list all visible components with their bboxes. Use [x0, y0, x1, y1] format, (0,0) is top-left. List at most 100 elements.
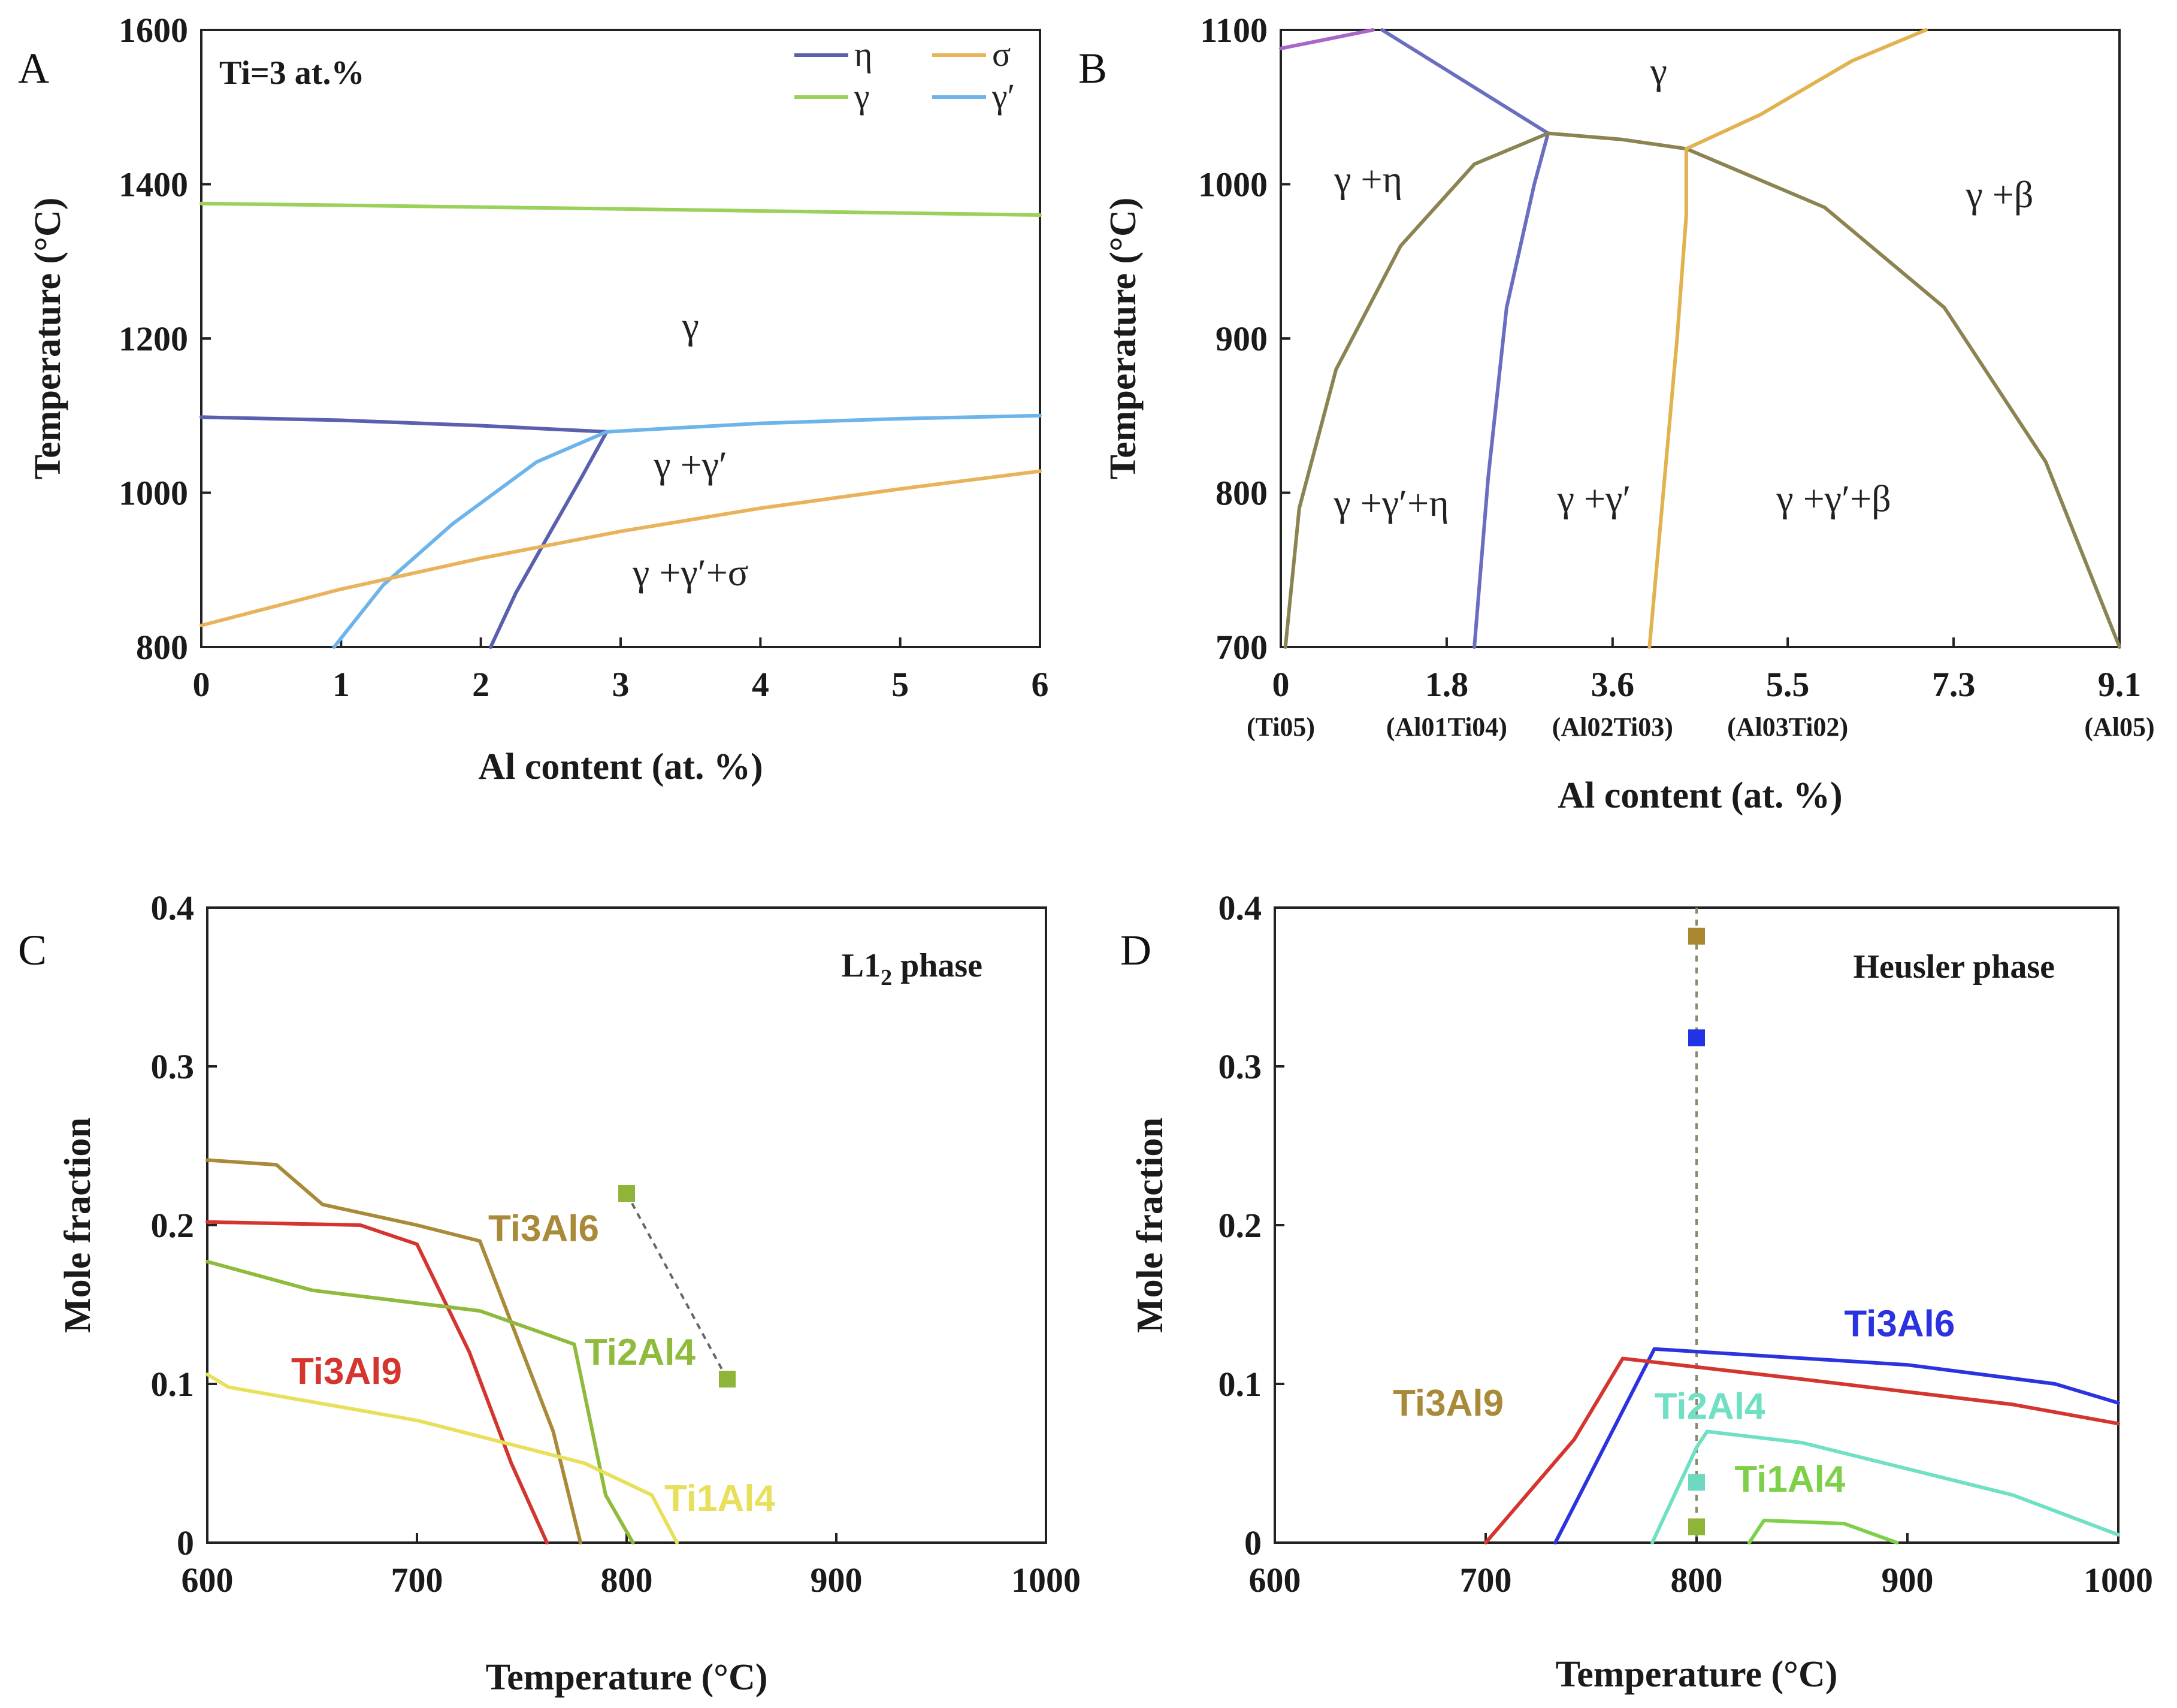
phase-region-label-a: γ +γ′+σ	[632, 551, 748, 594]
panel-label-d: D	[1120, 926, 1151, 974]
series-top-boundary-line-b	[1546, 131, 1688, 151]
y-tick-label-b: 900	[1216, 319, 1268, 358]
panel-a: A 0 1 2 3 4 5 6 800 1000 1200 1400 1600 γ γ +γ′ γ +γ′…	[18, 11, 1049, 787]
y-tick-label-c: 0.3	[151, 1047, 195, 1086]
composition-note: Ti=3 at.%	[219, 55, 364, 92]
data-marker-d	[1688, 1518, 1705, 1535]
series-label-ti3al6-c: Ti3Al6	[488, 1208, 599, 1250]
y-axis-title-d: Mole fraction	[1130, 1117, 1171, 1333]
y-tick-label-d: 0.1	[1218, 1365, 1262, 1404]
x-tick-label-a: 4	[752, 665, 769, 704]
x-axis-title-a: Al content (at. %)	[478, 746, 763, 787]
y-tick-label-c: 0.2	[151, 1206, 195, 1245]
axis-ticks-a: 0 1 2 3 4 5 6 800 1000 1200 1400 1600	[119, 11, 1049, 704]
y-tick-label-a: 800	[136, 628, 188, 667]
curves-d	[1484, 908, 2120, 1544]
series-label-ti2al4-d: Ti2Al4	[1655, 1386, 1765, 1427]
legend-label-gamma: γ	[854, 77, 870, 116]
x-tick-label-b: 5.5	[1766, 665, 1810, 704]
series-ti1al4-line-c	[205, 1373, 679, 1544]
panel-label-a: A	[18, 44, 49, 92]
x-tick-label-d: 800	[1671, 1561, 1723, 1600]
x-tick-label-d: 1000	[2084, 1561, 2153, 1600]
phase-region-label-a: γ	[682, 304, 699, 347]
marker-connector-c	[625, 1193, 728, 1380]
legend-a: η σ γ γ′	[794, 35, 1015, 116]
series-ti3al9-line-c	[205, 1220, 549, 1544]
x-tick-label-c: 900	[811, 1561, 863, 1600]
series-lower-line-a	[332, 430, 609, 649]
x-tick-label-a: 2	[472, 665, 489, 704]
y-axis-title-c: Mole fraction	[58, 1117, 98, 1333]
series-ti1al4-line-d	[1747, 1518, 1899, 1544]
x-tick-label-d: 700	[1460, 1561, 1512, 1600]
phase-region-label-a: γ +γ′	[653, 443, 727, 486]
series-upper-line-b	[1380, 28, 1550, 135]
series-lower-line-a	[489, 430, 609, 649]
x-tick-label-c: 1000	[1011, 1561, 1081, 1600]
data-marker-c	[719, 1371, 736, 1388]
series-solvus-line-a	[199, 201, 1042, 217]
data-marker-d	[1688, 1474, 1705, 1491]
axis-ticks-b: 0 1.8 3.6 5.5 7.3 9.1 700 800 900 1000 1100 (Ti05) (…	[1198, 11, 2155, 742]
y-tick-label-b: 800	[1216, 474, 1268, 513]
x-tick-label-a: 0	[193, 665, 210, 704]
x-tick-label-a: 5	[891, 665, 909, 704]
x-sublabel-b: (Al03Ti02)	[1727, 712, 1848, 742]
chart-title-d: Heusler phase	[1853, 948, 2055, 985]
data-marker-d	[1688, 1029, 1705, 1047]
data-marker-c	[618, 1185, 635, 1202]
plot-frame-b	[1280, 29, 2121, 648]
x-tick-label-c: 700	[391, 1561, 443, 1600]
y-axis-title-b: Temperature (°C)	[1103, 198, 1144, 480]
axis-ticks-d: 600 700 800 900 1000 0 0.1 0.2 0.3 0.4	[1218, 888, 2154, 1600]
x-tick-label-b: 7.3	[1932, 665, 1976, 704]
series-label-ti2al4-c: Ti2Al4	[585, 1332, 696, 1373]
x-axis-title-c: Temperature (°C)	[486, 1657, 768, 1698]
curves-a	[199, 201, 1042, 649]
series-ti3al6-line-c	[205, 1158, 582, 1544]
y-tick-label-d: 0	[1244, 1523, 1262, 1562]
legend-label-gamma-prime: γ′	[991, 77, 1015, 116]
series-upper-line-a	[604, 413, 1042, 434]
y-tick-label-c: 0	[177, 1523, 194, 1562]
curves-c	[205, 1158, 736, 1544]
plot-frame-a	[200, 29, 1041, 648]
x-tick-label-d: 600	[1249, 1561, 1301, 1600]
curves-b	[1279, 28, 2121, 649]
x-sublabel-b: (Al01Ti04)	[1386, 712, 1507, 742]
series-item-line-a	[199, 469, 1042, 627]
y-tick-label-d: 0.3	[1218, 1047, 1262, 1086]
x-tick-label-d: 900	[1882, 1561, 1934, 1600]
data-marker-d	[1688, 927, 1705, 945]
phase-region-label-b: γ +η	[1334, 158, 1402, 200]
x-tick-label-a: 1	[332, 665, 350, 704]
regions-a: γ γ +γ′ γ +γ′+σ	[632, 304, 748, 594]
series-ti2al4-line-c	[205, 1259, 635, 1544]
x-sublabel-b: (Ti05)	[1247, 712, 1315, 742]
x-tick-label-b: 9.1	[2098, 665, 2142, 704]
y-axis-title-a: Temperature (°C)	[28, 198, 68, 480]
series-lower-line-b	[1473, 131, 1550, 649]
legend-label-eta: η	[854, 35, 872, 74]
x-tick-label-a: 3	[612, 665, 630, 704]
x-tick-label-c: 800	[601, 1561, 653, 1600]
y-tick-label-b: 1100	[1200, 11, 1268, 50]
y-tick-label-a: 1400	[119, 165, 188, 204]
phase-region-label-b: γ	[1650, 50, 1667, 92]
panel-label-c: C	[18, 926, 47, 974]
series-upper-line-a	[199, 415, 609, 434]
legend-label-sigma: σ	[992, 35, 1011, 74]
series-label-ti3al9-d: Ti3Al9	[1393, 1383, 1504, 1424]
x-sublabel-b: (Al05)	[2084, 712, 2154, 742]
chart-title-c: L12 phase	[842, 947, 982, 990]
series-left-boundary-line-b	[1283, 131, 1550, 649]
series-ti2al4-line-d	[1650, 1429, 2120, 1544]
series-label-ti1al4-c: Ti1Al4	[664, 1478, 775, 1519]
x-axis-title-b: Al content (at. %)	[1558, 775, 1842, 816]
series-label-ti3al6-d: Ti3Al6	[1844, 1304, 1955, 1345]
phase-region-label-b: γ +β	[1966, 173, 2034, 216]
series-label-ti1al4-d: Ti1Al4	[1734, 1459, 1845, 1500]
